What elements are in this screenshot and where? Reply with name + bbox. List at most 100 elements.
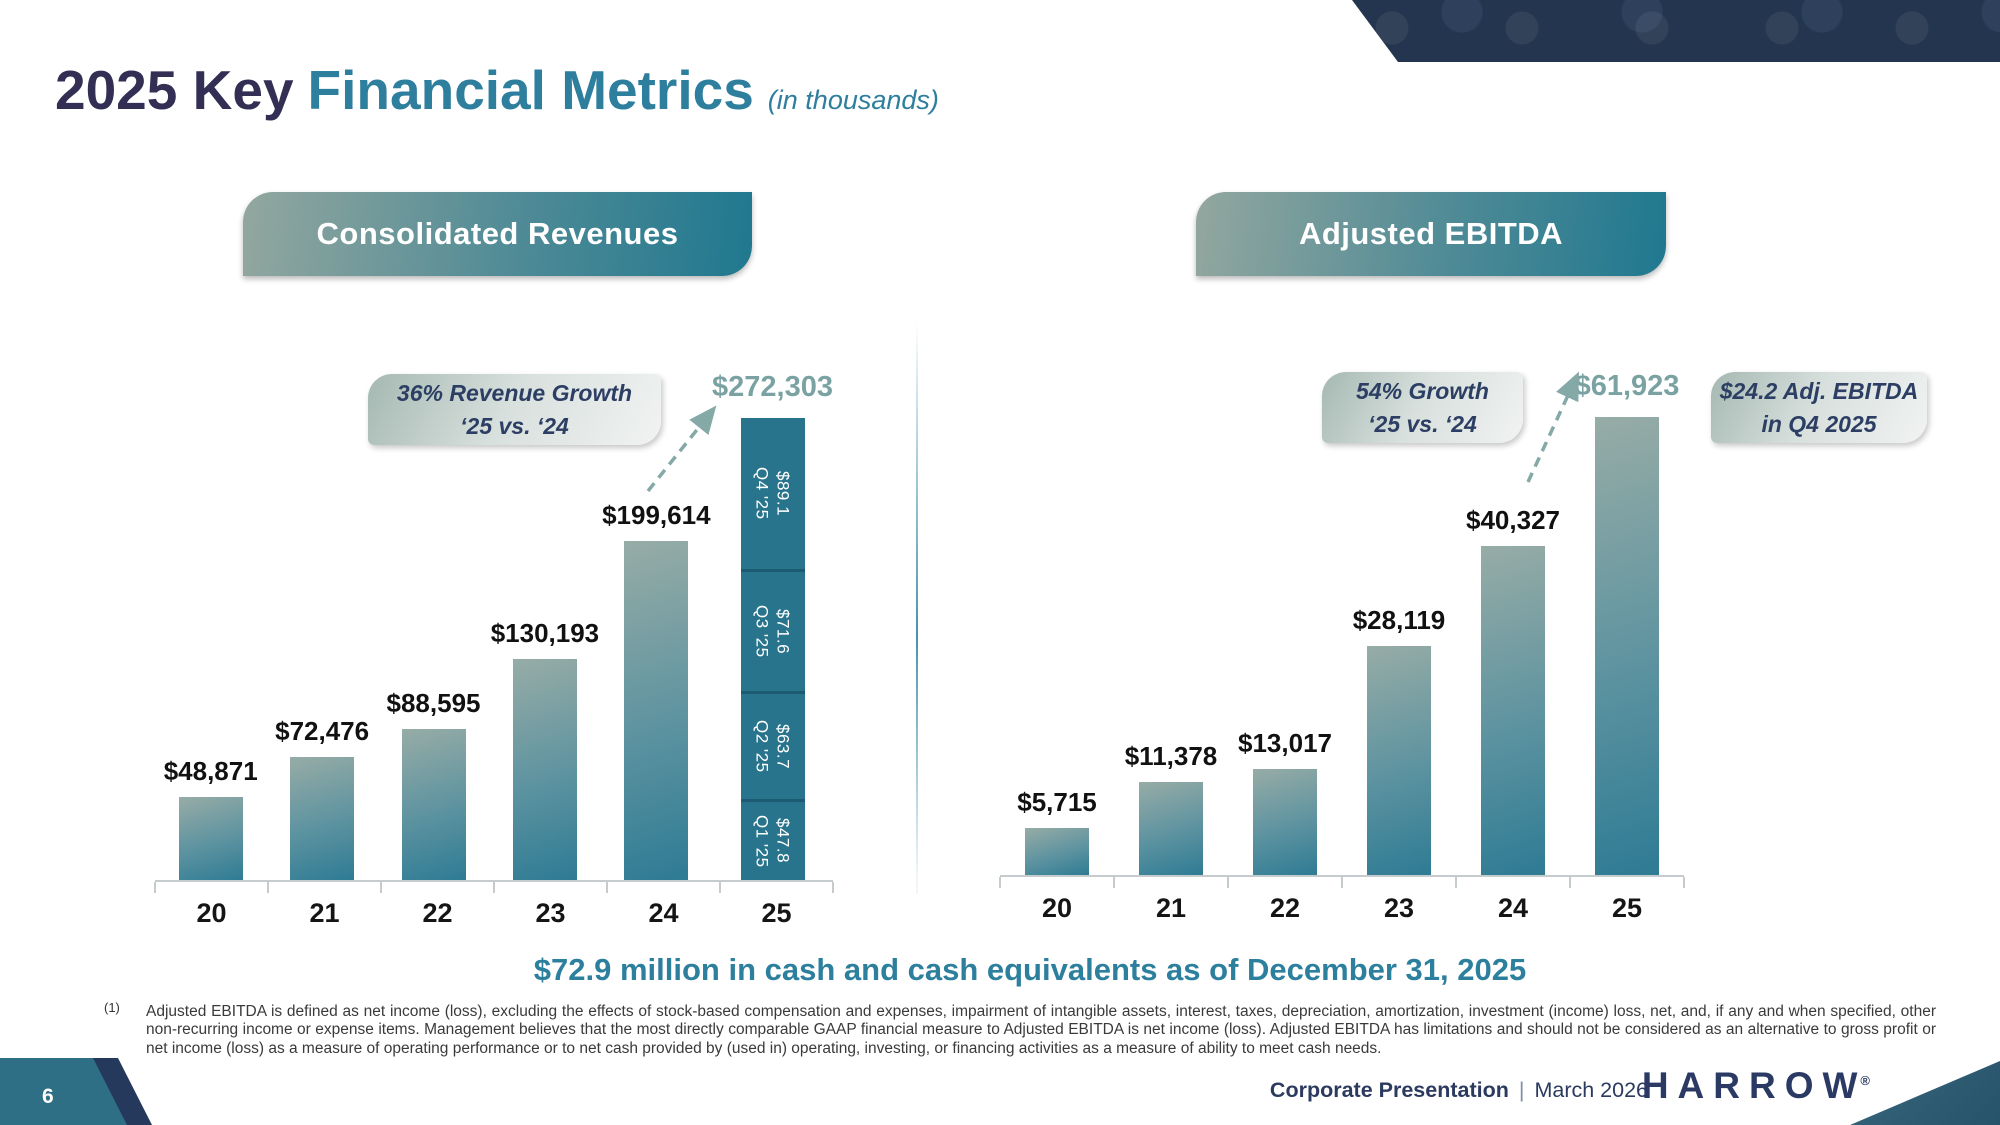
title-highlight: Financial Metrics: [307, 59, 754, 121]
axis-tick: [719, 882, 721, 893]
x-label-20: 20: [196, 898, 227, 928]
harrow-logo: HARROW®: [1642, 1065, 1870, 1107]
callout-q4-adj-ebitda: $24.2 Adj. EBITDA in Q4 2025: [1711, 372, 1927, 443]
footnote-marker: (1): [104, 1000, 120, 1015]
x-label-21: 21: [1155, 893, 1187, 923]
segment-Q2 '25: Q2 '25 $63.7: [740, 691, 805, 799]
value-label-23: $28,119: [1352, 605, 1446, 635]
section-banner-adjusted-ebitda: Adjusted EBITDA: [1196, 192, 1666, 276]
axis-tick: [1455, 877, 1457, 888]
x-label-21: 21: [309, 898, 340, 928]
segment-Q3 '25: Q3 '25 $71.6: [740, 569, 805, 691]
x-axis-revenues: [154, 880, 834, 894]
bar-25: Q4 '25 $89.1 Q3 '25 $71.6 Q2 '25 $63.7 Q1 '25 $…: [740, 418, 805, 880]
axis-tick: [380, 882, 382, 893]
axis-tick: [493, 882, 495, 893]
bar-cell-20: $48,871: [155, 417, 266, 880]
harrow-logo-text: HARROW: [1641, 1065, 1867, 1106]
segment-amount: $63.7: [773, 723, 793, 770]
callout-line: ‘25 vs. ‘24: [460, 412, 569, 439]
x-label-24: 24: [1497, 893, 1529, 923]
bar-cell-22: $88,595: [378, 417, 489, 880]
axis-tick: [999, 877, 1001, 888]
axis-tick: [267, 882, 269, 893]
segment-quarter: Q1 '25: [752, 814, 772, 868]
axis-tick: [832, 882, 834, 893]
bar-22: [401, 729, 466, 880]
segment-amount: $47.8: [773, 818, 793, 864]
footer-date: March 2026: [1534, 1078, 1648, 1102]
axis-tick: [1683, 877, 1685, 888]
segment-quarter: Q4 '25: [752, 467, 772, 520]
callout-revenue-growth: 36% Revenue Growth ‘25 vs. ‘24: [368, 374, 661, 445]
segment-amount: $71.6: [773, 608, 793, 655]
axis-tick: [1569, 877, 1571, 888]
footer-separator: |: [1518, 1078, 1525, 1102]
value-label-24: $40,327: [1466, 505, 1560, 535]
segment-Q1 '25: Q1 '25 $47.8: [740, 799, 805, 880]
bar-cell-21: $11,378: [1114, 370, 1228, 875]
bar-cell-24: $40,327: [1456, 370, 1570, 875]
axis-tick: [1113, 877, 1115, 888]
value-label-20: $48,871: [163, 756, 258, 786]
bar-cell-23: $130,193: [489, 417, 600, 880]
bar-23: [1367, 646, 1431, 875]
x-label-23: 23: [535, 898, 566, 928]
segment-amount: $89.1: [773, 470, 793, 517]
bar-24: [1481, 546, 1545, 875]
bar-cell-20: $5,715: [1000, 370, 1114, 875]
x-label-23: 23: [1383, 893, 1415, 923]
value-label-24: $199,614: [602, 500, 711, 530]
bar-cell-22: $13,017: [1228, 370, 1342, 875]
value-label-22: $13,017: [1238, 728, 1332, 758]
title-primary: 2025 Key: [55, 59, 294, 121]
callout-line: in Q4 2025: [1761, 410, 1877, 437]
x-axis-ebitda: [999, 875, 1685, 889]
x-label-24: 24: [648, 898, 679, 928]
page-title: 2025 Key Financial Metrics (in thousands): [55, 58, 939, 122]
top-right-decoration: [1352, 0, 2000, 62]
x-label-25: 25: [761, 898, 792, 928]
plot-area-ebitda: $5,715 $11,378 $13,017 $28,119 $40,327 $61,92…: [1000, 370, 1684, 875]
bar-cell-25: $272,303 Q4 '25 $89.1 Q3 '25 $71.6 Q2 '25 $63.…: [712, 371, 833, 880]
callout-line: 54% Growth: [1356, 377, 1489, 404]
value-label-25: $272,303: [712, 371, 833, 403]
bar-20: [1025, 828, 1089, 875]
value-label-21: $72,476: [275, 716, 370, 746]
chart-adjusted-ebitda: $5,715 $11,378 $13,017 $28,119 $40,327 $61,92…: [999, 370, 1685, 935]
x-labels-revenues: 20 21 22 23 24 25: [155, 898, 833, 929]
bar-cell-24: $199,614: [601, 417, 712, 880]
x-labels-ebitda: 20 21 22 23 24 25: [1000, 893, 1684, 924]
segment-quarter: Q2 '25: [752, 720, 772, 773]
callout-ebitda-growth: 54% Growth ‘25 vs. ‘24: [1322, 372, 1523, 443]
value-label-22: $88,595: [386, 688, 481, 718]
footer-presentation-label: Corporate Presentation: [1269, 1078, 1509, 1102]
value-label-23: $130,193: [490, 618, 600, 648]
bar-20: [178, 797, 243, 880]
axis-tick: [1341, 877, 1343, 888]
bar-cell-25: $61,923: [1570, 370, 1684, 875]
bar-cell-23: $28,119: [1342, 370, 1456, 875]
section-banner-consolidated-revenues: Consolidated Revenues: [243, 192, 752, 276]
value-label-21: $11,378: [1124, 741, 1218, 771]
page-number: 6: [42, 1085, 54, 1108]
bar-21: [290, 757, 355, 880]
footnote-text: Adjusted EBITDA is defined as net income…: [146, 1003, 1936, 1057]
axis-tick: [154, 882, 156, 893]
bottom-right-decoration: [1850, 1061, 2000, 1125]
chart-consolidated-revenues: $48,871 $72,476 $88,595 $130,193 $199,614 $27…: [154, 371, 834, 940]
title-unit-note: (in thousands): [767, 85, 939, 115]
x-label-25: 25: [1611, 893, 1643, 923]
bar-cell-21: $72,476: [266, 417, 377, 880]
callout-line: 36% Revenue Growth: [396, 379, 633, 406]
bar-24: [624, 541, 689, 880]
value-label-20: $5,715: [1017, 787, 1097, 817]
registered-mark-icon: ®: [1860, 1072, 1870, 1088]
x-label-20: 20: [1041, 893, 1073, 923]
axis-tick: [1227, 877, 1229, 888]
axis-tick: [606, 882, 608, 893]
bar-23: [512, 659, 577, 880]
bar-22: [1253, 769, 1317, 875]
value-label-25: $61,923: [1574, 370, 1680, 402]
